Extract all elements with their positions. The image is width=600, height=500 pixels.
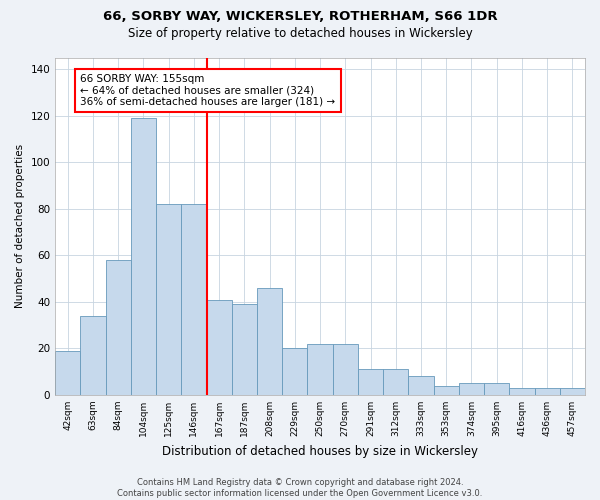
Bar: [434, 386, 459, 395]
Y-axis label: Number of detached properties: Number of detached properties: [15, 144, 25, 308]
Text: Size of property relative to detached houses in Wickersley: Size of property relative to detached ho…: [128, 28, 472, 40]
Bar: [535, 388, 560, 395]
Bar: [257, 288, 282, 395]
Bar: [409, 376, 434, 395]
Bar: [307, 344, 332, 395]
Bar: [181, 204, 206, 395]
Bar: [131, 118, 156, 395]
Bar: [459, 384, 484, 395]
Bar: [332, 344, 358, 395]
Bar: [232, 304, 257, 395]
Bar: [80, 316, 106, 395]
Bar: [206, 300, 232, 395]
Text: Contains HM Land Registry data © Crown copyright and database right 2024.
Contai: Contains HM Land Registry data © Crown c…: [118, 478, 482, 498]
Text: 66 SORBY WAY: 155sqm
← 64% of detached houses are smaller (324)
36% of semi-deta: 66 SORBY WAY: 155sqm ← 64% of detached h…: [80, 74, 335, 107]
Bar: [282, 348, 307, 395]
Bar: [106, 260, 131, 395]
Bar: [484, 384, 509, 395]
Text: 66, SORBY WAY, WICKERSLEY, ROTHERHAM, S66 1DR: 66, SORBY WAY, WICKERSLEY, ROTHERHAM, S6…: [103, 10, 497, 23]
Bar: [560, 388, 585, 395]
Bar: [509, 388, 535, 395]
X-axis label: Distribution of detached houses by size in Wickersley: Distribution of detached houses by size …: [162, 444, 478, 458]
Bar: [383, 370, 409, 395]
Bar: [55, 350, 80, 395]
Bar: [358, 370, 383, 395]
Bar: [156, 204, 181, 395]
